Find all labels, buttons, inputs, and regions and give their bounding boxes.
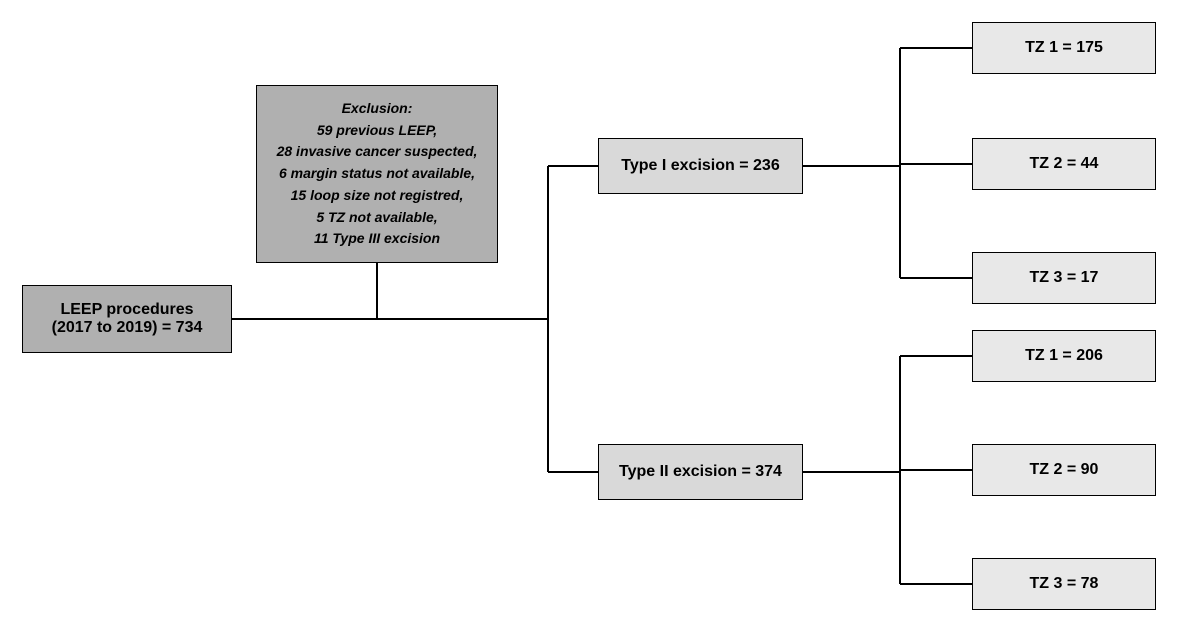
root-node: LEEP procedures (2017 to 2019) = 734	[22, 285, 232, 353]
exclusion-item: 11 Type III excision	[314, 228, 440, 250]
tz-label: TZ 1 = 206	[1025, 347, 1103, 365]
exclusion-item: 15 loop size not registred,	[291, 185, 464, 207]
tz-label: TZ 3 = 17	[1030, 269, 1099, 287]
tz-label: TZ 2 = 44	[1030, 155, 1099, 173]
tz-label: TZ 3 = 78	[1030, 575, 1099, 593]
type-label: Type I excision = 236	[621, 157, 779, 175]
exclusion-item: 6 margin status not available,	[279, 163, 475, 185]
tz-node: TZ 1 = 206	[972, 330, 1156, 382]
tz-label: TZ 2 = 90	[1030, 461, 1099, 479]
exclusion-item: 28 invasive cancer suspected,	[277, 141, 478, 163]
type-node: Type I excision = 236	[598, 138, 803, 194]
tz-label: TZ 1 = 175	[1025, 39, 1103, 57]
exclusion-node: Exclusion: 59 previous LEEP, 28 invasive…	[256, 85, 498, 263]
root-line2: (2017 to 2019) = 734	[52, 319, 203, 337]
exclusion-item: 5 TZ not available,	[316, 207, 437, 229]
tz-node: TZ 2 = 90	[972, 444, 1156, 496]
tz-node: TZ 1 = 175	[972, 22, 1156, 74]
exclusion-item: 59 previous LEEP,	[317, 120, 437, 142]
type-node: Type II excision = 374	[598, 444, 803, 500]
tz-node: TZ 3 = 17	[972, 252, 1156, 304]
tz-node: TZ 2 = 44	[972, 138, 1156, 190]
exclusion-title: Exclusion:	[342, 98, 413, 120]
root-line1: LEEP procedures	[60, 301, 193, 319]
type-label: Type II excision = 374	[619, 463, 782, 481]
tz-node: TZ 3 = 78	[972, 558, 1156, 610]
